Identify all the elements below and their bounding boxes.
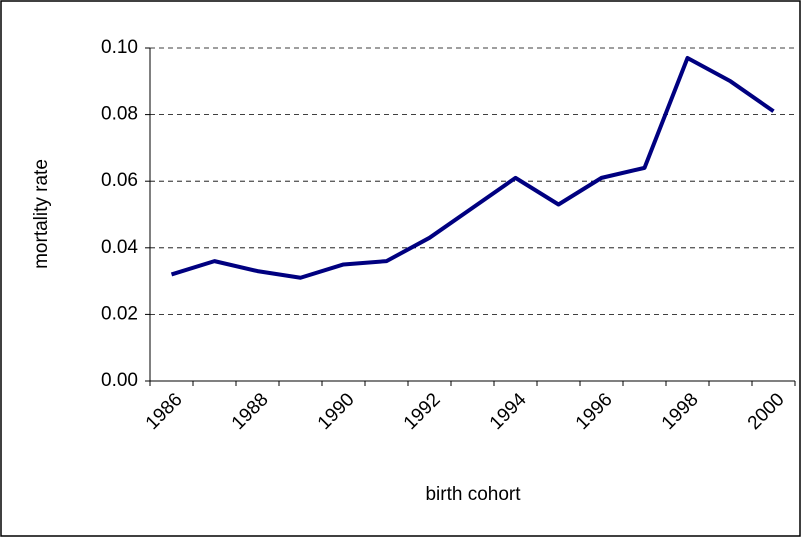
y-tick-label: 0.04 <box>101 237 138 258</box>
x-axis-title: birth cohort <box>425 484 521 505</box>
line-series <box>170 55 775 280</box>
y-axis-title: mortality rate <box>31 159 52 269</box>
y-tick-label: 0.08 <box>101 104 138 125</box>
y-tick-label: 0.00 <box>101 370 138 391</box>
y-tick-label: 0.06 <box>101 170 138 191</box>
y-tick-label: 0.02 <box>101 303 138 324</box>
y-tick-label: 0.10 <box>101 37 138 58</box>
